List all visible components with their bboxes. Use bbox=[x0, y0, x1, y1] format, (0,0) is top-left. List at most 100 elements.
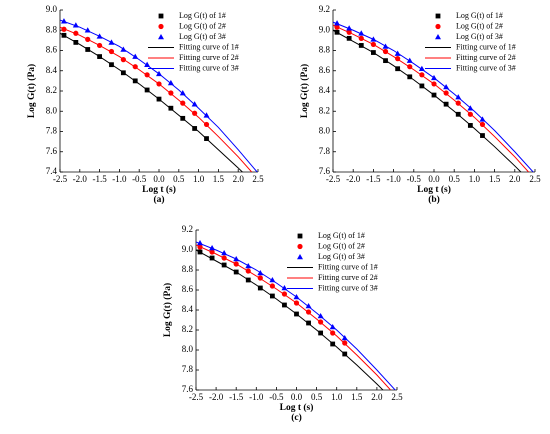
x-tick-label: 0.5 bbox=[449, 174, 461, 184]
x-tick-label: 2.5 bbox=[391, 392, 403, 402]
legend-label: Fitting curve of 2# bbox=[179, 53, 239, 62]
x-tick-label: -2.0 bbox=[73, 174, 88, 184]
y-tick-label: 7.8 bbox=[319, 146, 331, 156]
legend-marker bbox=[297, 243, 303, 250]
legend-marker bbox=[297, 254, 303, 260]
legend-label: Fitting curve of 2# bbox=[456, 53, 516, 62]
panel: -2.5 -2.0 -1.5 -1.0 -0.5 0.0 0.5 1.0 1.5 2.0 2.5 7.… bbox=[162, 224, 403, 423]
legend-label: Fitting curve of 2# bbox=[318, 273, 378, 282]
y-tick-label: 9.0 bbox=[319, 24, 331, 34]
x-tick-label: 0.5 bbox=[173, 174, 185, 184]
y-tick-label: 8.8 bbox=[46, 24, 58, 34]
fit-curve bbox=[333, 29, 522, 172]
y-tick-label: 8.8 bbox=[319, 45, 331, 55]
x-tick-label: 2.0 bbox=[509, 174, 521, 184]
y-tick-label: 7.6 bbox=[182, 384, 194, 394]
legend-label: Fitting curve of 3# bbox=[179, 63, 239, 72]
y-tick-label: 8.0 bbox=[46, 105, 58, 115]
legend-label: Fitting curve of 3# bbox=[318, 283, 378, 292]
y-tick-label: 8.4 bbox=[319, 85, 331, 95]
square-marker bbox=[346, 35, 352, 41]
legend-label: Log G(t) of 3# bbox=[179, 32, 226, 41]
triangle-marker bbox=[443, 83, 450, 90]
y-tick-label: 7.8 bbox=[182, 364, 194, 374]
y-tick-label: 7.4 bbox=[46, 166, 58, 176]
x-tick-label: -1.0 bbox=[249, 392, 264, 402]
x-axis-label: Log t (s) bbox=[417, 184, 451, 195]
x-tick-label: -2.5 bbox=[53, 174, 68, 184]
panel-label: (a) bbox=[153, 194, 164, 205]
plot-area bbox=[60, 18, 258, 172]
triangle-marker bbox=[305, 303, 312, 309]
x-tick-label: 0.5 bbox=[311, 392, 323, 402]
x-tick-label: -1.5 bbox=[229, 392, 244, 402]
x-tick-label: -2.5 bbox=[326, 174, 341, 184]
y-axis-label: Log G(t) (Pa) bbox=[299, 64, 310, 118]
legend-label: Log G(t) of 3# bbox=[318, 252, 365, 261]
y-tick-label: 8.0 bbox=[319, 126, 331, 136]
fit-curve bbox=[60, 19, 258, 172]
legend-label: Log G(t) of 2# bbox=[318, 241, 365, 250]
x-tick-label: -1.0 bbox=[112, 174, 127, 184]
x-tick-label: 0.0 bbox=[428, 174, 440, 184]
fit-curve bbox=[60, 26, 253, 172]
x-tick-label: 2.5 bbox=[529, 174, 541, 184]
x-tick-label: -2.5 bbox=[189, 392, 204, 402]
y-tick-label: 7.8 bbox=[46, 126, 58, 136]
x-tick-label: -0.5 bbox=[269, 392, 284, 402]
x-tick-label: 2.0 bbox=[233, 174, 245, 184]
triangle-marker bbox=[144, 61, 151, 67]
y-tick-label: 8.2 bbox=[182, 324, 193, 334]
y-axis-label: Log G(t) (Pa) bbox=[26, 64, 37, 118]
y-tick-label: 8.6 bbox=[46, 45, 58, 55]
legend-label: Log G(t) of 2# bbox=[456, 21, 503, 30]
x-tick-label: 1.5 bbox=[213, 174, 225, 184]
x-tick-label: 1.5 bbox=[489, 174, 501, 184]
square-marker bbox=[209, 255, 215, 261]
x-tick-label: 2.0 bbox=[371, 392, 383, 402]
y-tick-label: 8.6 bbox=[319, 65, 331, 75]
legend-marker bbox=[435, 34, 441, 40]
fit-curve bbox=[196, 244, 392, 390]
fit-curve bbox=[196, 241, 396, 390]
y-tick-label: 8.2 bbox=[319, 105, 330, 115]
x-tick-label: 0.0 bbox=[291, 392, 303, 402]
panel: -2.5 -2.0 -1.5 -1.0 -0.5 0.0 0.5 1.0 1.5 2.0 2.5 7.… bbox=[299, 4, 541, 205]
triangle-marker bbox=[418, 65, 425, 72]
legend-marker bbox=[158, 34, 164, 40]
x-tick-label: 1.0 bbox=[331, 392, 343, 402]
legend: Log G(t) of 1#Log G(t) of 2# Log G(t) of … bbox=[287, 231, 378, 292]
legend-label: Log G(t) of 3# bbox=[456, 32, 503, 41]
legend-label: Fitting curve of 1# bbox=[456, 42, 516, 51]
fit-curve bbox=[333, 21, 534, 172]
triangle-marker bbox=[191, 101, 198, 107]
plot-area bbox=[333, 20, 534, 172]
y-tick-label: 8.4 bbox=[46, 65, 58, 75]
legend-label: Log G(t) of 2# bbox=[179, 21, 226, 30]
y-axis-label: Log G(t) (Pa) bbox=[162, 283, 173, 337]
x-tick-label: 1.0 bbox=[193, 174, 205, 184]
triangle-marker bbox=[203, 112, 210, 118]
legend-marker bbox=[158, 13, 164, 19]
y-tick-label: 9.0 bbox=[46, 4, 58, 14]
panel: -2.5 -2.0 -1.5 -1.0 -0.5 0.0 0.5 1.0 1.5 2.0 2.5 7.… bbox=[26, 4, 264, 205]
x-tick-label: 1.5 bbox=[351, 392, 363, 402]
plot-area bbox=[196, 240, 396, 390]
legend-marker bbox=[158, 23, 164, 30]
triangle-marker bbox=[317, 313, 324, 319]
triangle-marker bbox=[455, 94, 462, 100]
legend-label: Fitting curve of 1# bbox=[318, 262, 378, 271]
y-tick-label: 8.2 bbox=[46, 85, 57, 95]
legend-label: Fitting curve of 1# bbox=[179, 42, 239, 51]
legend-label: Log G(t) of 1# bbox=[456, 11, 503, 20]
legend-label: Log G(t) of 1# bbox=[179, 11, 226, 20]
legend-marker bbox=[435, 23, 441, 30]
y-tick-label: 8.4 bbox=[182, 304, 194, 314]
x-tick-label: -1.5 bbox=[92, 174, 107, 184]
triangle-marker bbox=[281, 285, 288, 291]
x-tick-label: -2.0 bbox=[346, 174, 361, 184]
x-tick-label: -1.0 bbox=[386, 174, 401, 184]
y-tick-label: 7.6 bbox=[319, 166, 331, 176]
x-tick-label: 1.0 bbox=[469, 174, 481, 184]
